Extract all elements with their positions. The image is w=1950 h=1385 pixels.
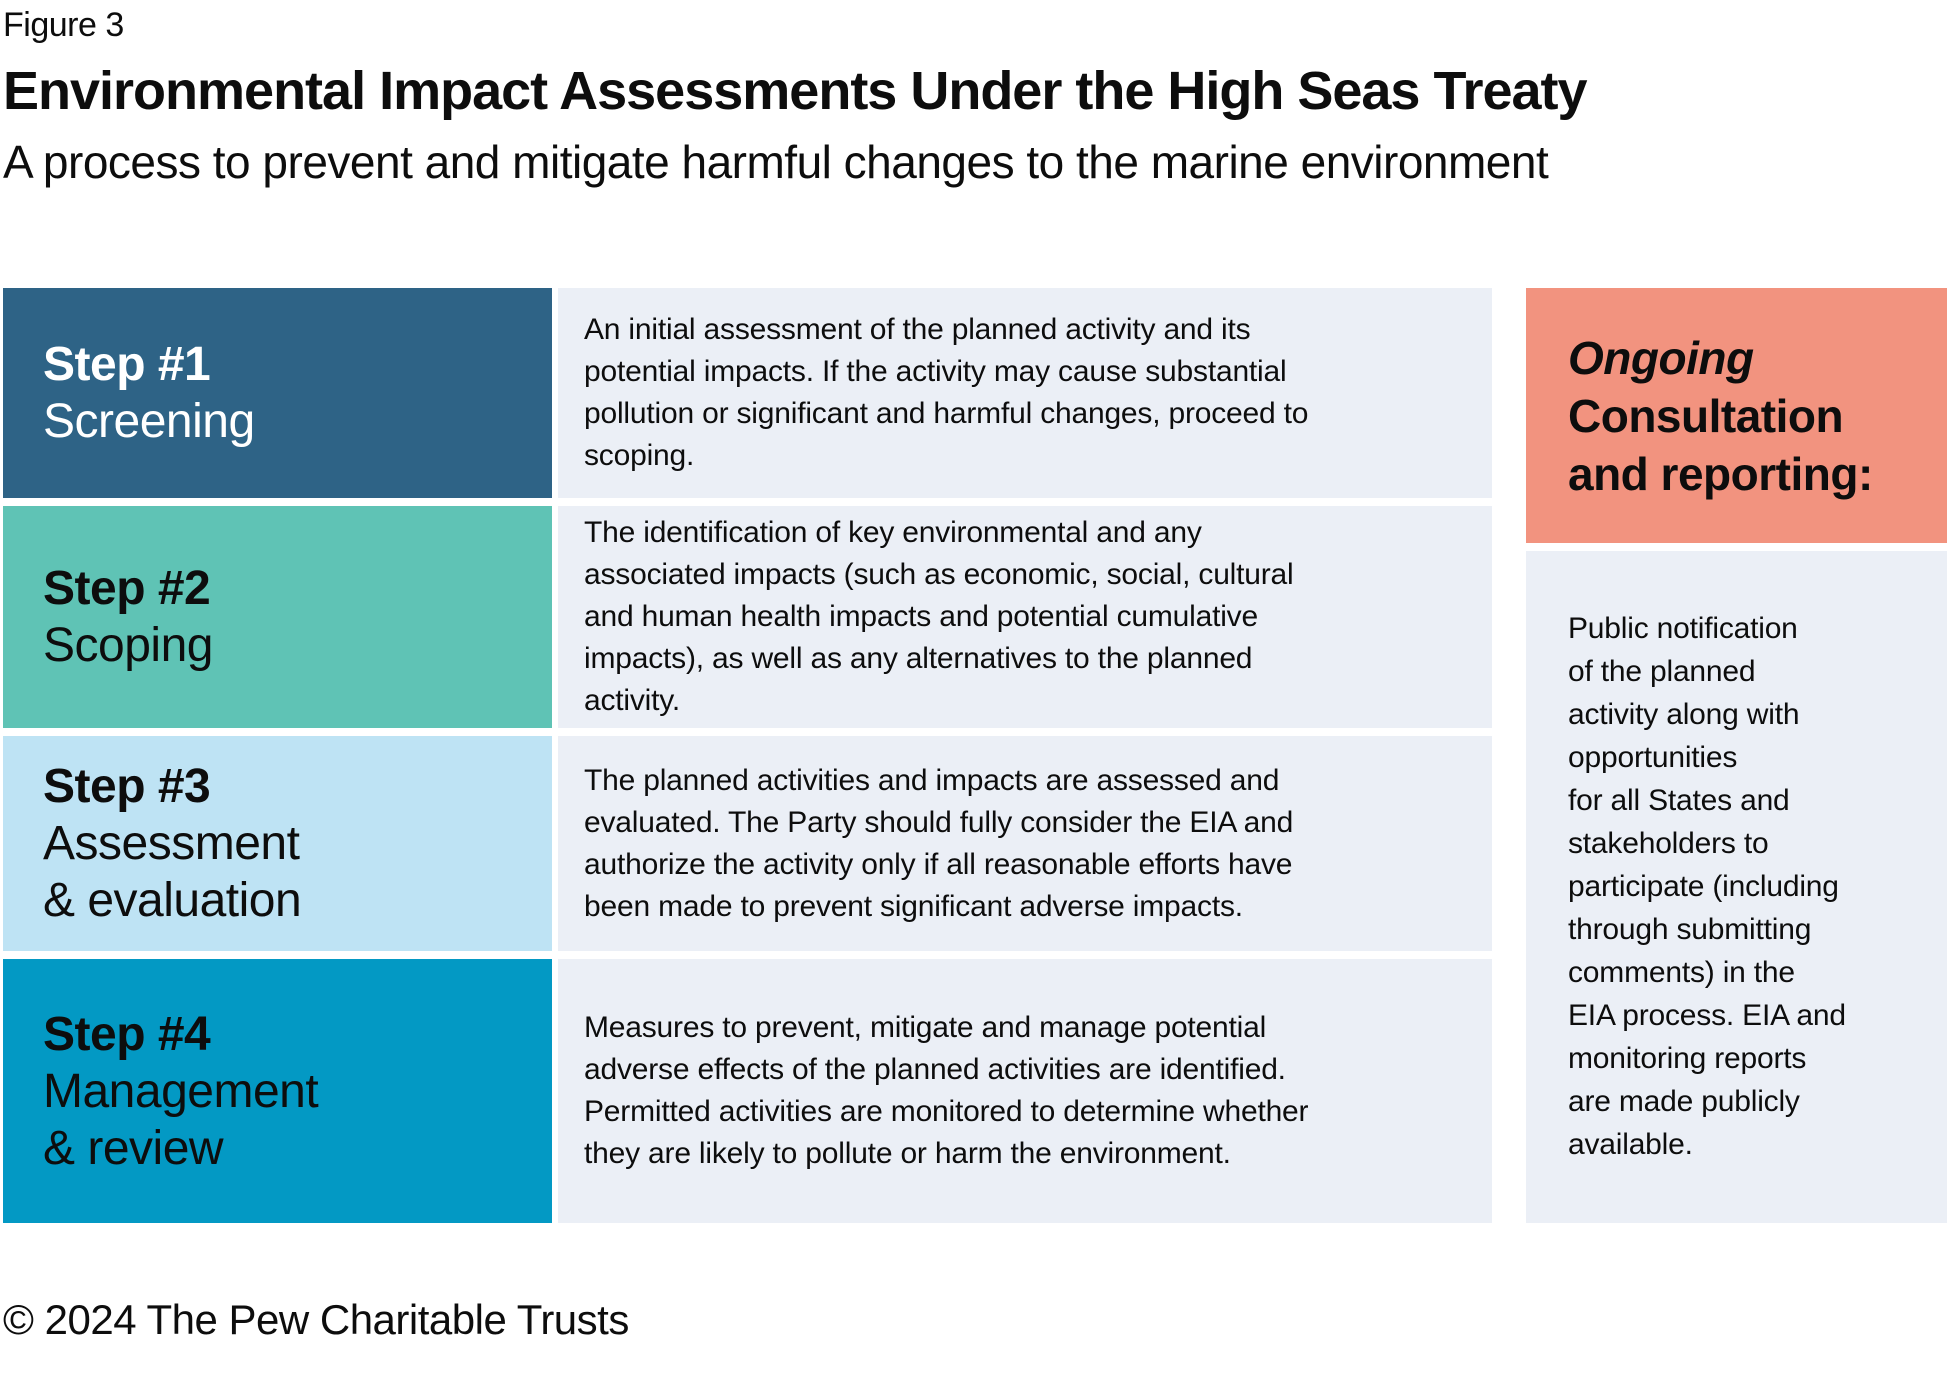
step-4-name: Management & review: [43, 1064, 319, 1175]
ongoing-header-emphasis: Ongoing: [1568, 331, 1754, 384]
step-1-label: Step #1: [43, 338, 211, 391]
step-row-screening: Step #1 Screening An initial assessment …: [3, 288, 1492, 498]
step-row-scoping: Step #2 Scoping The identification of ke…: [3, 506, 1492, 728]
figure-label: Figure 3: [3, 6, 124, 44]
step-row-assessment: Step #3 Assessment & evaluation The plan…: [3, 736, 1492, 951]
step-4-description-panel: Measures to prevent, mitigate and manage…: [558, 959, 1492, 1223]
step-2-description: The identification of key environmental …: [584, 516, 1294, 717]
step-1-description-panel: An initial assessment of the planned act…: [558, 288, 1492, 498]
page-subtitle: A process to prevent and mitigate harmfu…: [3, 136, 1549, 188]
step-4-description: Measures to prevent, mitigate and manage…: [584, 1011, 1309, 1170]
step-1-name: Screening: [43, 395, 255, 448]
step-2-label: Step #2: [43, 562, 211, 615]
ongoing-body-text: Public notification of the planned activ…: [1568, 612, 1846, 1161]
figure-content: Step #1 Screening An initial assessment …: [3, 288, 1950, 1223]
step-row-management: Step #4 Management & review Measures to …: [3, 959, 1492, 1223]
ongoing-header-rest: Consultation and reporting:: [1568, 389, 1873, 500]
step-3-label: Step #3: [43, 760, 211, 813]
step-4-label: Step #4: [43, 1007, 211, 1061]
copyright-notice: © 2024 The Pew Charitable Trusts: [3, 1296, 629, 1343]
step-2-box: Step #2 Scoping: [3, 506, 552, 728]
ongoing-sidebar: Ongoing Consultation and reporting: Publ…: [1526, 288, 1947, 1223]
ongoing-body-panel: Public notification of the planned activ…: [1526, 551, 1947, 1223]
ongoing-header-box: Ongoing Consultation and reporting:: [1526, 288, 1947, 543]
step-3-name: Assessment & evaluation: [43, 817, 302, 927]
step-2-description-panel: The identification of key environmental …: [558, 506, 1492, 728]
page-title: Environmental Impact Assessments Under t…: [3, 61, 1588, 121]
figure-page: Figure 3 Environmental Impact Assessment…: [3, 6, 1950, 1343]
step-3-box: Step #3 Assessment & evaluation: [3, 736, 552, 951]
step-4-box: Step #4 Management & review: [3, 959, 552, 1223]
step-3-description: The planned activities and impacts are a…: [584, 763, 1294, 923]
steps-grid: Step #1 Screening An initial assessment …: [3, 288, 1492, 1223]
step-3-description-panel: The planned activities and impacts are a…: [558, 736, 1492, 951]
step-1-box: Step #1 Screening: [3, 288, 552, 498]
step-2-name: Scoping: [43, 619, 213, 672]
step-1-description: An initial assessment of the planned act…: [584, 313, 1309, 472]
